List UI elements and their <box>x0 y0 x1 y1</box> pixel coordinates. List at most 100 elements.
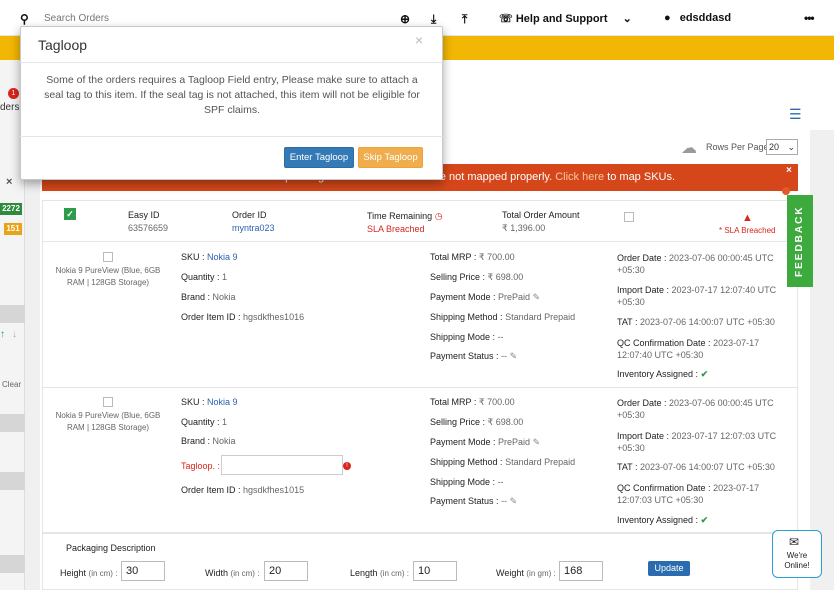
filter-field[interactable] <box>0 305 25 323</box>
selling-price-value: ₹ 698.00 <box>487 272 524 282</box>
selling-price-value: ₹ 698.00 <box>487 417 524 427</box>
status-dot <box>782 187 790 195</box>
chevron-down-icon: ⌄ <box>787 142 795 152</box>
selling-price-field: Selling Price : ₹ 698.00 <box>430 417 523 428</box>
tagloop-input[interactable] <box>221 455 343 475</box>
sort-down-icon[interactable]: ↓ <box>12 329 17 340</box>
close-alert-icon[interactable]: × <box>786 165 792 176</box>
order-date-value: 2023-07-06 00:00:45 UTC +05:30 <box>617 398 774 420</box>
order-date-label: Order Date : <box>617 253 667 263</box>
rows-per-page-value: 20 <box>769 142 780 152</box>
count-badge-green: 2272 <box>0 203 22 215</box>
tat-label: TAT : <box>617 317 638 327</box>
add-circle-icon[interactable]: ⊕ <box>400 12 411 26</box>
search-input[interactable] <box>38 8 188 28</box>
clear-filter-link[interactable]: Clear <box>2 380 22 389</box>
order-checkbox[interactable]: ✓ <box>64 208 76 220</box>
product-name: Nokia 9 PureView (Blue, 6GB RAM | 128GB … <box>55 411 161 432</box>
quantity-value: 1 <box>222 417 228 427</box>
search-icon[interactable]: ⚲ <box>20 12 29 26</box>
sla-breached-flag: * SLA Breached <box>719 226 776 235</box>
width-label: Width (in cm) : <box>205 568 259 578</box>
quantity-field: Quantity : 1 <box>181 417 227 427</box>
feedback-tab[interactable]: FEEDBACK <box>787 195 813 287</box>
order-id-link[interactable]: myntra023 <box>232 223 275 233</box>
close-filter-icon[interactable]: × <box>6 176 13 188</box>
quantity-label: Quantity : <box>181 272 220 282</box>
payment-status-value: -- <box>501 496 508 506</box>
check-icon: ✔ <box>700 369 709 379</box>
total-mrp-value: ₹ 700.00 <box>478 252 515 262</box>
filter-field[interactable] <box>0 555 25 573</box>
height-input[interactable] <box>121 561 165 581</box>
notification-badge: 1 <box>8 88 19 99</box>
product-image <box>103 252 113 262</box>
map-skus-link[interactable]: Click here <box>555 171 605 183</box>
easy-id-label: Easy ID <box>128 210 160 220</box>
menu-icon[interactable]: ☰ <box>789 106 802 122</box>
width-input[interactable] <box>264 561 308 581</box>
order-item-id-value: hgsdkfhes1016 <box>243 312 305 322</box>
weight-input[interactable] <box>559 561 603 581</box>
length-input[interactable] <box>413 561 457 581</box>
sku-link[interactable]: Nokia 9 <box>207 397 238 407</box>
tagloop-label: Tagloop. : <box>181 461 221 471</box>
order-date-field: Order Date : 2023-07-06 00:00:45 UTC +05… <box>617 252 777 276</box>
import-date-label: Import Date : <box>617 431 670 441</box>
chat-widget[interactable]: We're Online! <box>772 530 822 578</box>
brand-value: Nokia <box>212 292 236 302</box>
edit-pencil-icon[interactable]: ✎ <box>532 292 541 302</box>
tat-field: TAT : 2023-07-06 14:00:07 UTC +05:30 <box>617 462 787 472</box>
import-date-value: 2023-07-17 12:07:40 UTC +05:30 <box>617 285 777 307</box>
skip-tagloop-button[interactable]: Skip Tagloop <box>358 147 423 168</box>
shipping-method-value: Standard Prepaid <box>505 457 576 467</box>
total-mrp-field: Total MRP : ₹ 700.00 <box>430 252 515 263</box>
total-mrp-label: Total MRP : <box>430 252 477 262</box>
order-date-label: Order Date : <box>617 398 667 408</box>
brand-field: Brand : Nokia <box>181 436 236 446</box>
help-support-menu[interactable]: ☏ Help and Support ⌄ <box>499 12 632 25</box>
edit-pencil-icon[interactable]: ✎ <box>509 351 518 361</box>
alert-text-end: to map SKUs. <box>607 171 676 183</box>
easy-id-value: 63576659 <box>128 223 169 233</box>
edit-pencil-icon[interactable]: ✎ <box>509 496 518 506</box>
sku-link[interactable]: Nokia 9 <box>207 252 238 262</box>
cloud-download-icon[interactable]: ☁ <box>681 140 697 157</box>
order-item-row <box>42 242 798 388</box>
import-date-label: Import Date : <box>617 285 670 295</box>
sort-up-icon[interactable]: ↑ <box>0 329 5 340</box>
quantity-value: 1 <box>222 272 228 282</box>
height-label-text: Height <box>60 568 87 578</box>
modal-close-icon[interactable]: × <box>415 32 424 48</box>
payment-mode-label: Payment Mode : <box>430 437 496 447</box>
quantity-label: Quantity : <box>181 417 220 427</box>
rows-per-page-select[interactable]: 20 ⌄ <box>766 139 798 155</box>
total-mrp-value: ₹ 700.00 <box>478 397 515 407</box>
filter-field[interactable] <box>0 414 25 432</box>
filter-field[interactable] <box>0 472 25 490</box>
weight-label: Weight (in gm) : <box>496 568 556 578</box>
enter-tagloop-button[interactable]: Enter Tagloop <box>284 147 354 168</box>
sla-status: SLA Breached <box>367 224 425 234</box>
more-options-icon[interactable]: ••• <box>804 11 815 25</box>
upload-icon[interactable]: ⤒ <box>462 12 468 26</box>
selling-price-label: Selling Price : <box>430 272 486 282</box>
brand-field: Brand : Nokia <box>181 292 236 302</box>
brand-label: Brand : <box>181 292 211 302</box>
sku-label: SKU : <box>181 397 205 407</box>
length-label-text: Length <box>350 568 378 578</box>
height-unit: (in cm) : <box>88 569 118 578</box>
edit-pencil-icon[interactable]: ✎ <box>532 437 541 447</box>
orders-tab-label[interactable]: ders <box>0 102 20 113</box>
chevron-down-icon: ⌄ <box>622 13 632 25</box>
payment-status-value: -- <box>501 351 508 361</box>
user-menu[interactable]: ● edsddasd <box>664 12 731 24</box>
update-button[interactable]: Update <box>648 561 690 576</box>
packaging-title: Packaging Description <box>66 543 156 553</box>
download-icon[interactable]: ⤓ <box>431 12 437 26</box>
payment-status-field: Payment Status : -- ✎ <box>430 351 517 362</box>
time-remaining-label: Time Remaining ◷ <box>367 211 443 222</box>
help-label: Help and Support <box>515 13 608 25</box>
qc-date-field: QC Confirmation Date : 2023-07-17 12:07:… <box>617 337 777 361</box>
total-amount-label: Total Order Amount <box>502 210 580 220</box>
